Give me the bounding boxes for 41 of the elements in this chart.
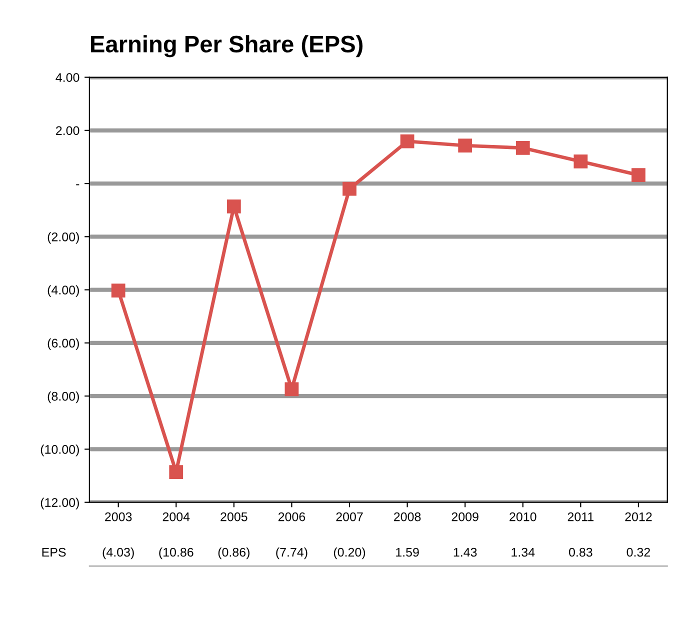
x-tick-label: 2010 xyxy=(510,512,536,522)
point xyxy=(342,182,356,196)
chart-title: Earning Per Share (EPS) xyxy=(91,35,363,58)
data-label: (10.86 xyxy=(159,548,194,560)
x-tick-label: 2009 xyxy=(452,512,478,522)
point xyxy=(458,138,472,152)
data-label: 0.83 xyxy=(568,548,592,557)
x-tick-label: 2003 xyxy=(105,512,132,522)
point xyxy=(574,154,588,168)
y-tick-label: (6.00) xyxy=(48,338,79,350)
point xyxy=(284,382,299,396)
point xyxy=(516,141,530,155)
data-label: (4.03) xyxy=(102,548,134,560)
data-label: 0.32 xyxy=(626,548,650,557)
point xyxy=(226,199,241,214)
x-tick-label: 2004 xyxy=(162,512,190,522)
point xyxy=(400,134,414,148)
point xyxy=(111,284,126,298)
y-tick-label: (8.00) xyxy=(48,392,79,404)
point xyxy=(169,465,184,479)
data-label: (0.86) xyxy=(218,548,250,560)
x-tick-label: 2006 xyxy=(278,512,306,522)
data-label: (0.20) xyxy=(334,548,366,560)
y-tick-label: - xyxy=(76,184,80,186)
x-tick-label: 2007 xyxy=(336,512,363,522)
data-label: 1.59 xyxy=(396,548,419,557)
text: EPS xyxy=(42,548,66,557)
data-label: (7.74) xyxy=(276,548,308,560)
y-tick-label: 2.00 xyxy=(56,126,80,136)
y-tick-label: (10.00) xyxy=(40,444,79,456)
x-tick-label: 2011 xyxy=(568,512,594,522)
x-tick-label: 2005 xyxy=(220,512,248,522)
data-label: 1.34 xyxy=(512,548,535,557)
y-tick-label: (12.00) xyxy=(40,498,79,510)
x-tick-label: 2008 xyxy=(394,512,421,522)
point xyxy=(632,168,646,182)
data-label: 1.43 xyxy=(454,548,477,557)
y-tick-label: (2.00) xyxy=(48,232,79,244)
y-tick-label: (4.00) xyxy=(48,285,79,297)
x-tick-label: 2012 xyxy=(625,512,652,522)
y-tick-label: 4.00 xyxy=(56,73,80,82)
